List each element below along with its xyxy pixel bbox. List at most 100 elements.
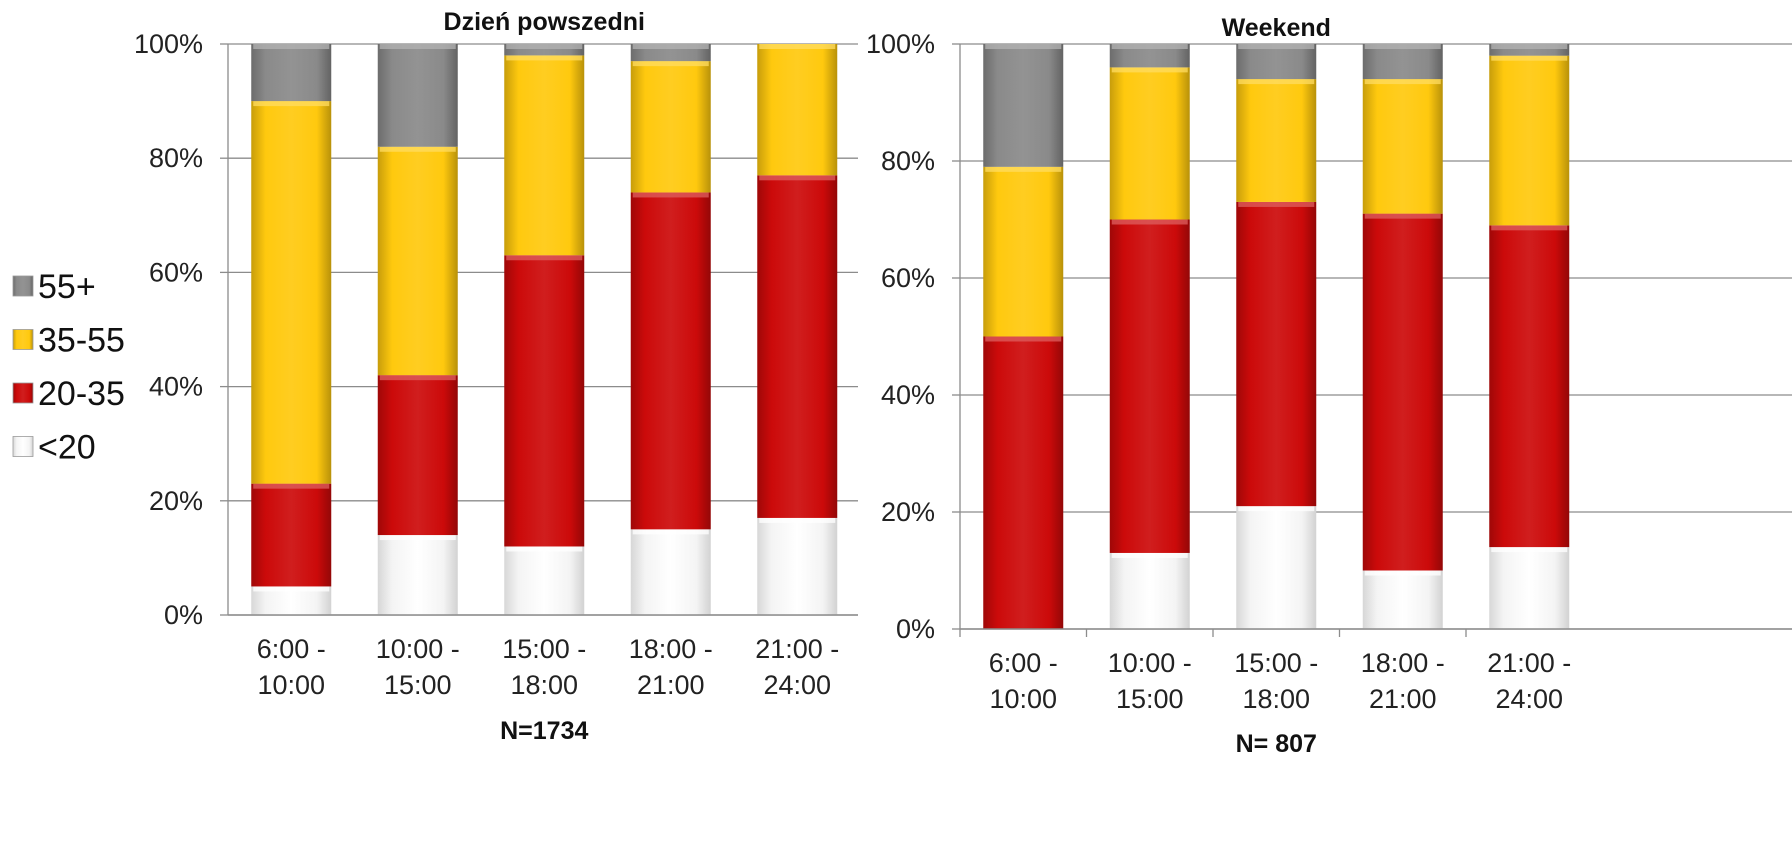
bar-segment-55-plus-6-00-10-00: [983, 44, 1064, 167]
x-tick-label: 21:00 -: [1487, 648, 1571, 678]
bar-segment-55-plus-18-00-21-00: [1362, 44, 1443, 80]
legend-swatch-20-35: [12, 382, 34, 404]
bar-segment-under-20-18-00-21-00: [630, 529, 711, 615]
sample-size-label: N=1734: [500, 717, 588, 745]
bar-segment-35-55-18-00-21-00: [630, 61, 711, 193]
bar-segment-35-55-10-00-15-00: [1109, 67, 1190, 220]
bar-segment-20-35-18-00-21-00: [1362, 213, 1443, 571]
bar-segment-35-55-21-00-24-00: [1489, 55, 1570, 226]
y-tick-label: 80%: [881, 146, 935, 176]
bar-segment-35-55-6-00-10-00: [251, 101, 332, 484]
bar-segment-bevel: [1111, 67, 1188, 73]
bar-segment-20-35-10-00-15-00: [1109, 219, 1190, 553]
bar-segment-20-35-15-00-18-00: [1236, 201, 1317, 507]
bar-segment-bevel: [632, 44, 709, 49]
bar-segment-bevel: [379, 535, 456, 541]
bar-segment-35-55-15-00-18-00: [504, 55, 585, 256]
bar-segment-bevel: [1238, 506, 1315, 512]
bar-segment-bevel: [1111, 552, 1188, 558]
x-tick-label: 15:00: [384, 670, 452, 700]
bar-segment-bevel: [1238, 201, 1315, 207]
x-tick-label: 21:00 -: [755, 634, 839, 664]
y-tick-label: 20%: [881, 497, 935, 527]
bar-segment-55-plus-10-00-15-00: [377, 44, 458, 147]
bar-segment-bevel: [759, 517, 836, 523]
y-tick-label: 60%: [881, 263, 935, 293]
bar-segment-35-55-18-00-21-00: [1362, 79, 1443, 214]
chart-title: Weekend: [1222, 14, 1331, 42]
bar-segment-under-20-15-00-18-00: [504, 546, 585, 615]
x-tick-label: 15:00: [1116, 684, 1184, 714]
bar-segment-bevel: [1364, 570, 1441, 576]
bar-segment-bevel: [1238, 44, 1315, 49]
x-tick-label: 6:00 -: [989, 648, 1058, 678]
bar-segment-bevel: [379, 44, 456, 49]
legend-label-20-35: 20-35: [38, 375, 125, 413]
y-tick-label: 40%: [149, 372, 203, 402]
bar-segment-20-35-10-00-15-00: [377, 375, 458, 536]
bar-segment-bevel: [1111, 219, 1188, 225]
bar-segment-20-35-6-00-10-00: [983, 336, 1064, 629]
x-tick-label: 18:00: [510, 670, 578, 700]
bar-segment-55-plus-21-00-24-00: [1489, 44, 1570, 56]
bar-segment-bevel: [253, 483, 330, 489]
bar-segment-35-55-21-00-24-00: [757, 44, 838, 176]
bar-segment-bevel: [253, 586, 330, 592]
y-tick-label: 20%: [149, 486, 203, 516]
bar-segment-bevel: [1364, 213, 1441, 219]
bar-segment-20-35-18-00-21-00: [630, 192, 711, 530]
x-tick-label: 24:00: [1495, 684, 1563, 714]
bar-segment-55-plus-10-00-15-00: [1109, 44, 1190, 68]
bar-segment-bevel: [632, 529, 709, 535]
legend-swatch-55-plus: [12, 275, 34, 297]
bar-segment-bevel: [1364, 79, 1441, 85]
bar-segment-bevel: [759, 175, 836, 181]
x-tick-label: 10:00 -: [1108, 648, 1192, 678]
chart-title: Dzień powszedni: [444, 8, 645, 36]
bar-segment-35-55-15-00-18-00: [1236, 79, 1317, 202]
y-tick-label: 80%: [149, 143, 203, 173]
bar-segment-bevel: [985, 336, 1062, 342]
y-tick-label: 0%: [896, 614, 935, 644]
chart-weekday: 0% 20% 40% 60% 80% 100% 6:00 - 10:00 10:00 - 15:0…: [134, 8, 858, 745]
bar-segment-bevel: [506, 55, 583, 61]
bar-segment-bevel: [1491, 55, 1568, 61]
bar-segment-bevel: [253, 44, 330, 49]
bar-segment-bevel: [1491, 44, 1568, 49]
bar-segment-55-plus-6-00-10-00: [251, 44, 332, 102]
y-tick-label: 40%: [881, 380, 935, 410]
x-tick-label: 10:00: [989, 684, 1057, 714]
bar-segment-bevel: [985, 166, 1062, 172]
bar-segment-bevel: [632, 61, 709, 67]
bar-segment-bevel: [1491, 547, 1568, 553]
bar-segment-bevel: [506, 44, 583, 49]
chart-weekend: 0% 20% 40% 60% 80% 100% 6:00 - 10:00 10:00 - 15:0…: [866, 14, 1792, 758]
x-tick-label: 21:00: [1369, 684, 1437, 714]
bar-segment-55-plus-15-00-18-00: [504, 44, 585, 56]
bar-segment-20-35-21-00-24-00: [1489, 225, 1570, 548]
bar-segment-bevel: [632, 192, 709, 198]
bar-segment-20-35-21-00-24-00: [757, 175, 838, 518]
x-tick-label: 18:00: [1242, 684, 1310, 714]
bar-segment-under-20-18-00-21-00: [1362, 570, 1443, 629]
legend-swatch-under-20: [12, 436, 34, 457]
bar-segment-bevel: [1491, 225, 1568, 231]
bar-segment-bevel: [1364, 44, 1441, 49]
x-tick-label: 24:00: [763, 670, 831, 700]
bar-segment-under-20-10-00-15-00: [1109, 552, 1190, 629]
bar-segment-bevel: [1111, 44, 1188, 49]
bar-segment-bevel: [1238, 79, 1315, 85]
bar-segment-35-55-6-00-10-00: [983, 166, 1064, 337]
x-tick-label: 18:00 -: [629, 634, 713, 664]
sample-size-label: N= 807: [1236, 730, 1317, 758]
legend-label-under-20: <20: [38, 429, 96, 467]
x-tick-label: 10:00: [257, 670, 325, 700]
legend-label-35-55: 35-55: [38, 322, 125, 360]
bar-segment-bevel: [379, 375, 456, 381]
bar-segment-bevel: [506, 255, 583, 261]
bar-segment-under-20-10-00-15-00: [377, 535, 458, 615]
bar-segment-bevel: [759, 44, 836, 49]
bar-segment-bevel: [253, 101, 330, 107]
